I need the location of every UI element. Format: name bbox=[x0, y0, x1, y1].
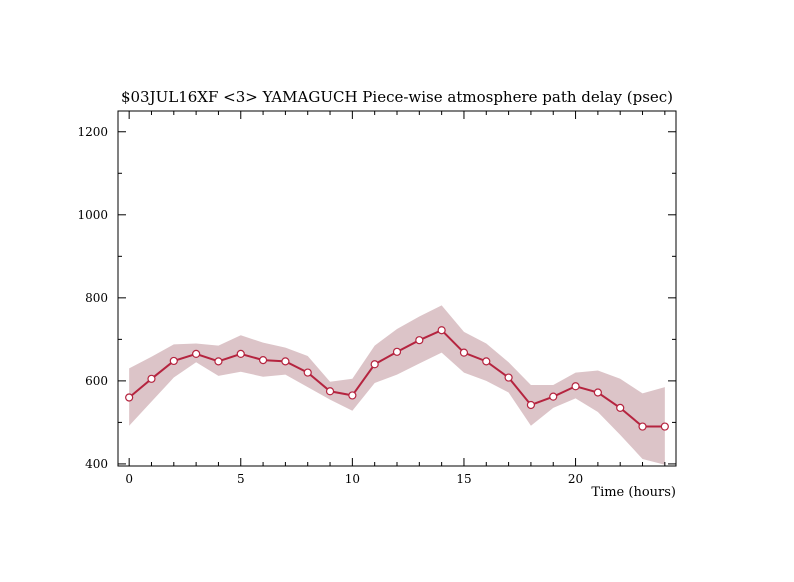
data-point bbox=[281, 357, 290, 366]
error-band-layer bbox=[129, 305, 665, 465]
data-point bbox=[169, 356, 178, 366]
y-tick-label: 1000 bbox=[77, 208, 108, 222]
x-tick-label: 20 bbox=[568, 472, 583, 486]
data-point bbox=[236, 349, 245, 358]
data-point bbox=[370, 360, 379, 369]
chart-title: $03JUL16XF <3> YAMAGUCH Piece-wise atmos… bbox=[121, 88, 673, 106]
y-tick-label: 600 bbox=[85, 374, 108, 388]
data-point bbox=[504, 373, 513, 382]
data-point bbox=[482, 357, 491, 366]
plot-frame bbox=[117, 110, 677, 467]
x-tick-label: 5 bbox=[237, 472, 245, 486]
data-point bbox=[392, 347, 402, 356]
data-point bbox=[437, 326, 446, 335]
data-point bbox=[638, 422, 647, 431]
error-band bbox=[129, 305, 665, 465]
data-point bbox=[616, 403, 625, 412]
data-point bbox=[258, 356, 268, 365]
data-point bbox=[593, 388, 602, 397]
x-tick-label: 0 bbox=[125, 472, 133, 486]
marker-layer bbox=[125, 326, 669, 431]
y-tick-label: 1200 bbox=[77, 125, 108, 139]
data-point bbox=[125, 393, 134, 402]
data-point bbox=[660, 422, 669, 431]
data-point bbox=[348, 391, 357, 400]
data-point bbox=[214, 357, 223, 366]
data-point bbox=[415, 336, 424, 345]
data-point bbox=[526, 400, 536, 410]
axis-ticks-layer: 0 5 10 15 20 400 600 800 1000 1200 bbox=[77, 111, 676, 486]
data-point bbox=[571, 382, 580, 391]
data-point bbox=[459, 348, 469, 357]
y-tick-label: 400 bbox=[85, 457, 108, 471]
data-point bbox=[325, 387, 335, 396]
x-axis-label: Time (hours) bbox=[591, 485, 676, 500]
data-point bbox=[549, 392, 558, 401]
data-point bbox=[192, 349, 201, 358]
y-tick-label: 800 bbox=[85, 291, 108, 305]
x-tick-label: 15 bbox=[456, 472, 471, 486]
data-point bbox=[147, 374, 156, 383]
data-point bbox=[303, 368, 312, 377]
x-tick-label: 10 bbox=[345, 472, 360, 486]
